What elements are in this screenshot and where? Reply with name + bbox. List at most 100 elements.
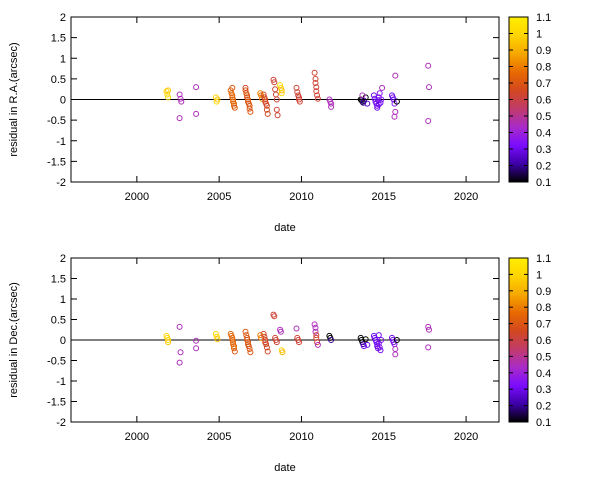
data-point [246, 102, 253, 109]
y-tick-label: -1.5 [47, 156, 66, 168]
data-point [314, 339, 321, 346]
y-axis-label: residual in R.A.(arcsec) [8, 42, 20, 156]
y-tick-label: 1.5 [51, 274, 66, 286]
data-point [177, 349, 184, 356]
data-point [277, 84, 284, 91]
data-point [193, 84, 200, 91]
data-point [176, 115, 183, 122]
data-point [229, 84, 236, 91]
colorbar-tick-label: 0.1 [536, 177, 551, 189]
data-point [231, 343, 237, 350]
data-point [393, 337, 400, 343]
data-point [312, 328, 319, 335]
x-axis-label: date [274, 222, 295, 234]
data-point [378, 96, 385, 103]
data-point [273, 96, 280, 103]
data-point [296, 94, 302, 101]
data-point [374, 102, 381, 109]
y-axis-label: residual in Dec.(arcsec) [8, 282, 20, 398]
data-point [212, 330, 219, 337]
data-point [425, 62, 432, 69]
y-tick-label: -1 [56, 136, 66, 148]
data-point [242, 84, 249, 91]
data-point [264, 110, 271, 117]
data-point [230, 96, 237, 103]
colorbar-tick-label: 0.7 [536, 78, 551, 90]
data-point [177, 95, 184, 102]
data-point [279, 349, 286, 356]
data-point [313, 84, 320, 91]
colorbar-tick-label: 0.9 [536, 45, 551, 57]
data-point [278, 90, 285, 97]
data-point [314, 341, 321, 348]
data-point [247, 108, 254, 115]
colorbar: 0.1 0.2 0.3 0.4 0.5 0.6 0.7 0.8 0.9 1 1.1 [508, 12, 551, 189]
data-point [379, 84, 386, 91]
data-point [376, 344, 383, 351]
data-point [361, 97, 367, 104]
x-tick-label: 2005 [207, 191, 231, 203]
x-tick-label: 2010 [289, 431, 313, 443]
data-point [231, 348, 238, 355]
data-point [263, 341, 270, 348]
data-point [296, 339, 302, 346]
data-point [313, 334, 320, 341]
data-point [263, 102, 270, 109]
data-point [229, 92, 236, 99]
y-tick-label: -1 [56, 376, 66, 388]
data-point [375, 332, 382, 339]
data-point [273, 106, 280, 113]
x-tick-label: 2000 [125, 191, 149, 203]
data-point [274, 112, 281, 119]
data-point [378, 337, 385, 343]
data-point [214, 336, 221, 343]
data-point [245, 339, 251, 346]
data-point [277, 82, 284, 89]
data-point [425, 118, 432, 124]
colorbar: 0.1 0.2 0.3 0.4 0.5 0.6 0.7 0.8 0.9 1 1.1 [508, 253, 551, 429]
data-point [377, 99, 384, 106]
chart-panel-2: -2 -1.5 -1 -0.5 0 0.5 1 1.5 2 2000 2005 2010 2015 202… [8, 253, 551, 474]
colorbar-tick-label: 1 [536, 269, 542, 281]
data-point [313, 332, 320, 339]
y-tick-label: 0 [60, 335, 66, 347]
data-point [165, 94, 172, 101]
y-tick-label: 0.5 [51, 315, 66, 327]
y-tick-label: 1.5 [51, 33, 66, 45]
colorbar-tick-label: 0.6 [536, 95, 551, 107]
data-point [314, 92, 321, 99]
data-point [370, 92, 377, 99]
data-point [230, 339, 237, 346]
data-point [391, 113, 398, 120]
y-tick-label: -2 [56, 417, 66, 429]
x-axis-label: date [274, 462, 295, 474]
x-tick-label: 2015 [372, 431, 396, 443]
data-point [393, 98, 400, 105]
data-point [278, 87, 285, 94]
data-point [272, 86, 279, 93]
data-point [312, 80, 319, 86]
y-tick-label: 0 [60, 95, 66, 107]
data-point [176, 323, 183, 330]
data-point [328, 100, 335, 107]
data-point [165, 339, 172, 346]
data-point [314, 95, 321, 102]
data-point [311, 69, 318, 76]
data-point [245, 96, 251, 103]
data-point [392, 108, 399, 115]
x-tick-label: 2005 [207, 431, 231, 443]
colorbar-tick-label: 0.9 [536, 286, 551, 298]
data-point [263, 106, 270, 113]
y-tick-label: 2 [60, 12, 66, 24]
data-point [242, 328, 249, 335]
colorbar-tick-label: 1 [536, 29, 542, 41]
data-point [176, 91, 183, 98]
y-tick-label: 0.5 [51, 74, 66, 86]
x-tick-label: 2015 [372, 191, 396, 203]
data-point [231, 345, 237, 352]
data-point [426, 84, 432, 91]
chart-panel-1: -2 -1.5 -1 -0.5 0 0.5 1 1.5 2 2000 2005 2010 2015 202… [8, 12, 551, 234]
data-point [362, 336, 369, 343]
data-point [214, 96, 221, 103]
